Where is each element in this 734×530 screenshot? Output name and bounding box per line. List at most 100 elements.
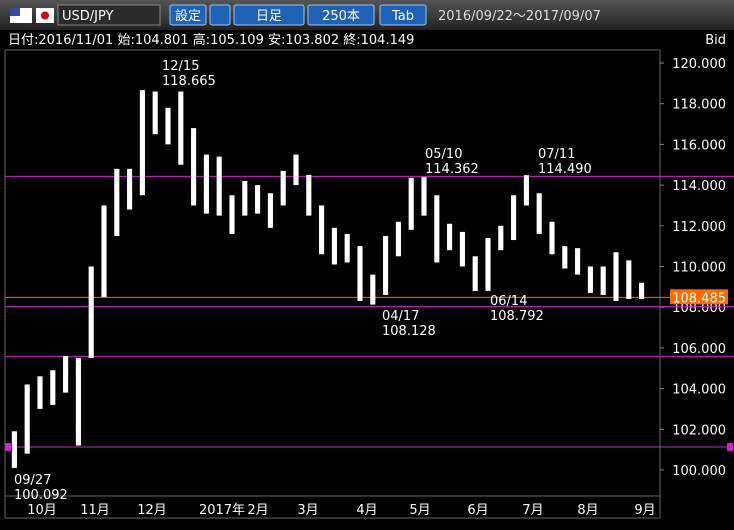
price-bar — [191, 128, 197, 206]
annotation-date: 07/11 — [538, 147, 575, 162]
y-tick-label: 102.000 — [672, 423, 726, 438]
price-bar — [178, 91, 184, 165]
price-bar — [242, 181, 248, 216]
annotation-date: 04/17 — [382, 309, 419, 324]
y-tick-label: 112.000 — [672, 220, 726, 235]
period-label: 日足 — [256, 9, 282, 24]
price-bar — [319, 205, 325, 255]
x-axis-frame — [4, 495, 661, 519]
line-handle — [727, 442, 733, 451]
price-bar — [395, 221, 401, 257]
price-bar — [331, 227, 337, 265]
x-tick-label: 2017年 — [199, 503, 245, 518]
annotation-value: 114.490 — [538, 162, 592, 177]
price-bar — [37, 376, 43, 409]
annotation-value: 108.792 — [490, 309, 544, 324]
flag-us-canton — [10, 8, 20, 16]
price-bar — [216, 156, 222, 216]
current-price-label: 108.485 — [672, 291, 726, 306]
menu-button[interactable] — [209, 4, 231, 26]
x-tick-label: 3月 — [297, 503, 318, 518]
count-button[interactable] — [307, 4, 375, 26]
y-tick-label: 118.000 — [672, 98, 726, 113]
price-bar — [229, 195, 235, 234]
annotation-value: 114.362 — [425, 162, 479, 177]
x-tick-label: 8月 — [577, 503, 598, 518]
date-range: 2016/09/22～2017/09/07 — [438, 9, 601, 24]
price-bar — [626, 260, 632, 300]
price-bar — [127, 168, 133, 210]
y-axis-label: Bid — [705, 33, 726, 48]
price-bar — [114, 168, 120, 236]
price-bar — [24, 384, 30, 454]
price-bar — [88, 266, 94, 359]
y-tick-label: 100.000 — [672, 464, 726, 479]
x-tick-label: 2月 — [247, 503, 268, 518]
price-bar — [203, 154, 209, 214]
price-bar — [498, 225, 504, 251]
x-tick-label: 6月 — [467, 503, 488, 518]
y-tick-label: 110.000 — [672, 260, 726, 275]
annotation-date: 12/15 — [162, 59, 199, 74]
tab-button[interactable] — [379, 4, 427, 26]
price-bar — [639, 282, 645, 300]
price-bar — [293, 154, 299, 186]
price-bar — [472, 256, 478, 292]
pair: USD/JPY — [62, 9, 114, 24]
y-tick-label: 114.000 — [672, 179, 726, 194]
info-line: 日付:2016/11/01 始:104.801 高:105.109 安:103.… — [8, 32, 414, 48]
x-tick-label: 7月 — [522, 503, 543, 518]
price-bar — [75, 358, 81, 446]
price-bar — [434, 195, 440, 263]
price-bar — [139, 90, 145, 196]
price-bar — [370, 274, 376, 305]
annotation-date: 09/27 — [14, 473, 51, 488]
price-bar — [63, 356, 69, 393]
flag-jp-sun — [41, 11, 49, 20]
y-tick-label: 120.000 — [672, 57, 726, 72]
settings-button[interactable] — [169, 4, 207, 26]
price-bar — [152, 91, 158, 135]
x-tick-label: 4月 — [356, 503, 377, 518]
price-bar — [383, 235, 389, 295]
count-label: 250本 — [322, 9, 360, 24]
x-tick-label: 11月 — [80, 503, 110, 518]
price-bar — [549, 221, 555, 255]
x-tick-label: 5月 — [409, 503, 430, 518]
price-bar — [101, 205, 107, 298]
annotation-date: 05/10 — [425, 147, 462, 162]
price-bar — [587, 266, 593, 293]
pair-box[interactable] — [57, 4, 161, 26]
annotation-date: 06/14 — [490, 294, 527, 309]
y-tick-label: 104.000 — [672, 383, 726, 398]
price-bar — [523, 175, 529, 206]
price-bar — [408, 177, 414, 230]
y-tick-label: 108.000 — [672, 301, 726, 316]
price-bar — [50, 370, 56, 405]
price-bar — [447, 223, 453, 251]
price-bar — [280, 170, 286, 206]
annotation-value: 108.128 — [382, 324, 436, 339]
price-bar — [613, 252, 619, 302]
price-bar — [344, 233, 350, 263]
price-bar — [165, 107, 171, 145]
y-tick-label: 106.000 — [672, 342, 726, 357]
price-bar — [306, 174, 312, 216]
price-bar — [600, 266, 606, 295]
y-tick-label: 116.000 — [672, 138, 726, 153]
tab-label: Tab — [391, 9, 414, 24]
x-tick-label: 12月 — [137, 503, 167, 518]
price-bar — [562, 246, 568, 269]
price-bar — [459, 231, 465, 267]
price-bar — [357, 246, 363, 302]
price-bar — [511, 195, 517, 241]
line-handle — [5, 442, 11, 451]
price-bar — [421, 176, 427, 216]
price-bar — [536, 193, 542, 234]
annotation-value: 100.092 — [14, 488, 68, 503]
x-tick-label: 10月 — [27, 503, 57, 518]
period-button[interactable] — [233, 4, 305, 26]
price-bar — [575, 248, 581, 275]
annotation-value: 118.665 — [162, 74, 216, 89]
